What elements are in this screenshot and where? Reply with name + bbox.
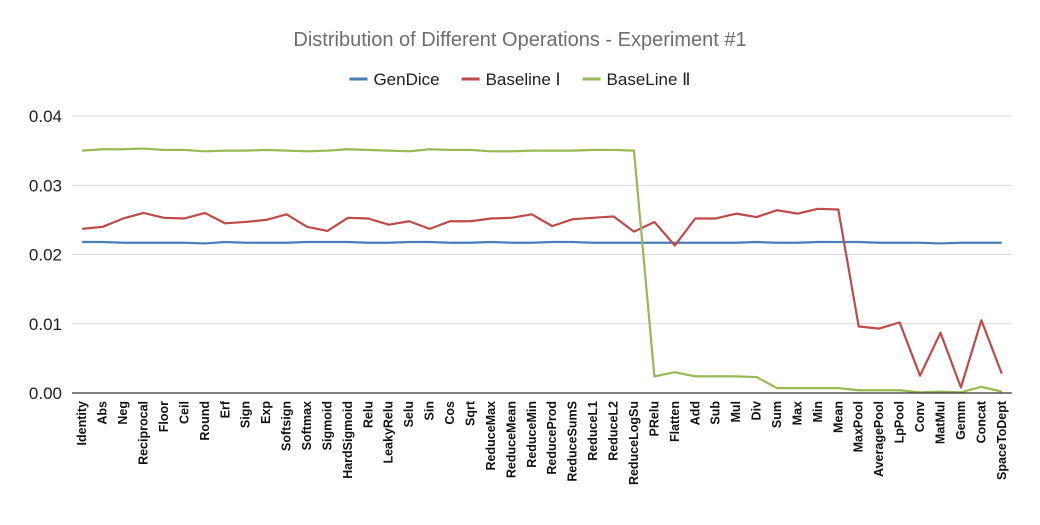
x-tick-label: Floor: [157, 401, 171, 432]
x-tick-label: Sigmoid: [320, 401, 334, 450]
y-axis-tick-labels: 0.00 0.01 0.02 0.03 0.04: [29, 107, 62, 403]
x-tick-label: ReduceL1: [586, 401, 600, 461]
x-tick-label: Div: [750, 401, 764, 421]
x-tick-label: Mean: [831, 401, 845, 433]
x-tick-label: Relu: [361, 401, 375, 428]
x-tick-label: MaxPool: [852, 401, 866, 452]
x-tick-label: Gemm: [954, 401, 968, 440]
x-tick-label: Reciprocal: [137, 401, 151, 465]
x-axis-tick-labels: Identity Abs Neg Reciprocal Floor Ceil Round Er…: [75, 400, 1009, 485]
x-tick-label: Neg: [116, 401, 130, 425]
x-tick-label: Cos: [443, 401, 457, 425]
chart-title: Distribution of Different Operations - E…: [293, 29, 746, 51]
x-tick-label: Mul: [729, 401, 743, 423]
y-tick-label: 0.00: [29, 384, 62, 403]
x-tick-label: Flatten: [668, 401, 682, 442]
x-tick-label: Sqrt: [463, 400, 477, 426]
legend: GenDice Baseline Ⅰ BaseLine Ⅱ: [349, 70, 691, 89]
x-tick-label: Sin: [423, 401, 437, 420]
x-tick-label: Erf: [218, 400, 232, 418]
x-tick-label: Conv: [913, 401, 927, 432]
x-tick-label: ReduceMean: [504, 401, 518, 478]
series-line-1: [82, 240, 1002, 245]
x-tick-label: Add: [688, 401, 702, 425]
x-tick-label: ReduceMin: [525, 401, 539, 468]
x-tick-label: Softmax: [300, 401, 314, 450]
x-tick-label: ReduceMax: [484, 401, 498, 471]
x-tick-label: AveragePool: [872, 401, 886, 477]
x-tick-label: LeakyRelu: [382, 401, 396, 464]
legend-label: BaseLine Ⅱ: [607, 70, 691, 89]
x-tick-label: Sign: [239, 401, 253, 428]
legend-label: Baseline Ⅰ: [486, 70, 561, 89]
x-tick-label: ReduceLogSu: [627, 401, 641, 485]
x-tick-label: Softsign: [280, 401, 294, 451]
x-tick-label: Ceil: [177, 401, 191, 424]
x-tick-label: Abs: [96, 401, 110, 425]
y-tick-label: 0.01: [29, 315, 62, 334]
x-tick-label: Identity: [75, 401, 89, 445]
series-line-3: [82, 147, 1003, 394]
x-tick-label: Exp: [259, 401, 273, 424]
x-tick-label: PRelu: [647, 401, 661, 436]
y-tick-label: 0.02: [29, 246, 62, 265]
y-tick-label: 0.03: [29, 176, 62, 195]
series-line-2: [82, 207, 1003, 389]
x-tick-label: Max: [790, 401, 804, 425]
series-lines: [82, 147, 1003, 394]
x-tick-label: Sub: [709, 401, 723, 425]
x-tick-label: Min: [811, 401, 825, 423]
x-tick-label: ReduceL2: [607, 401, 621, 461]
x-tick-label: Concat: [974, 400, 988, 443]
x-tick-label: SpaceToDept: [995, 400, 1009, 480]
y-tick-label: 0.04: [29, 107, 62, 126]
gridlines: [72, 115, 1012, 325]
x-tick-label: ReduceSumS: [566, 401, 580, 482]
x-tick-label: Round: [198, 401, 212, 441]
x-tick-label: LpPool: [893, 401, 907, 443]
x-tick-label: Sum: [770, 401, 784, 428]
x-tick-label: HardSigmoid: [341, 401, 355, 479]
legend-label: GenDice: [373, 70, 439, 89]
x-tick-label: ReduceProd: [545, 401, 559, 475]
x-tick-label: Selu: [402, 401, 416, 427]
x-tick-label: MatMul: [933, 401, 947, 444]
